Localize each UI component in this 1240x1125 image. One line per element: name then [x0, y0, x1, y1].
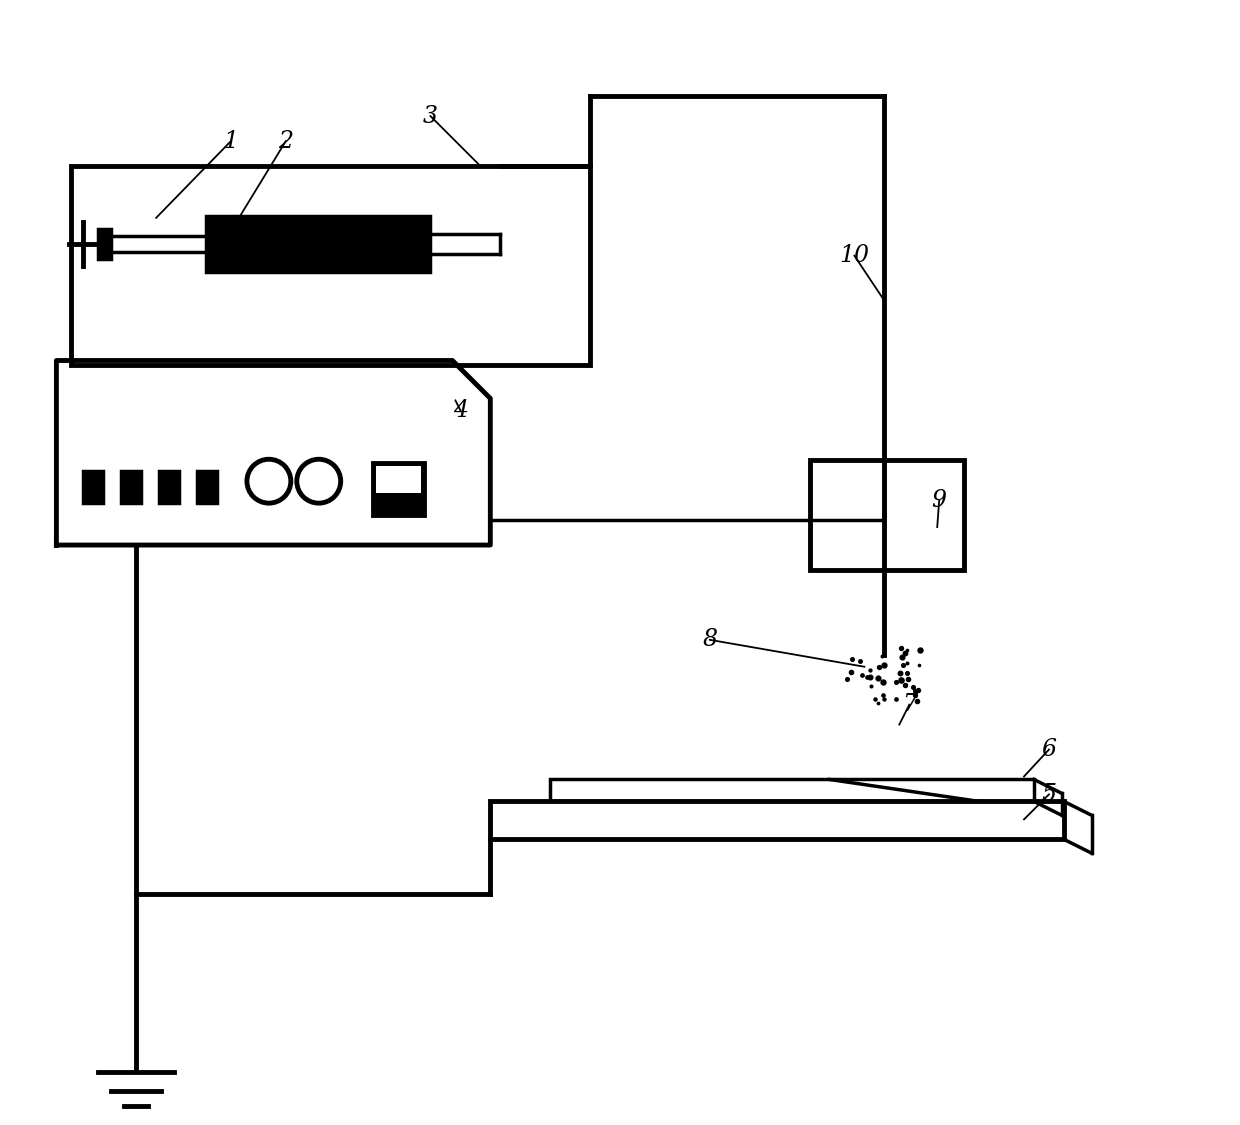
Bar — [551, 780, 1034, 801]
Text: 10: 10 — [839, 244, 869, 268]
Bar — [122, 471, 141, 503]
Bar — [98, 228, 112, 259]
Text: 7: 7 — [901, 693, 916, 717]
Circle shape — [296, 459, 341, 503]
Bar — [810, 460, 965, 570]
Text: 3: 3 — [423, 105, 438, 127]
Bar — [490, 801, 1064, 839]
Bar — [376, 467, 422, 494]
Text: 4: 4 — [453, 399, 467, 422]
Bar — [83, 471, 103, 503]
Bar — [372, 464, 424, 515]
Text: 8: 8 — [702, 628, 717, 651]
Text: 9: 9 — [931, 488, 946, 512]
Bar — [197, 471, 217, 503]
Bar — [206, 216, 430, 272]
Bar — [159, 471, 179, 503]
Bar — [72, 166, 590, 366]
Circle shape — [247, 459, 291, 503]
Bar — [206, 216, 430, 272]
Text: 2: 2 — [278, 129, 294, 153]
Text: 1: 1 — [223, 129, 238, 153]
Text: 5: 5 — [1042, 783, 1056, 806]
Text: 6: 6 — [1042, 738, 1056, 760]
